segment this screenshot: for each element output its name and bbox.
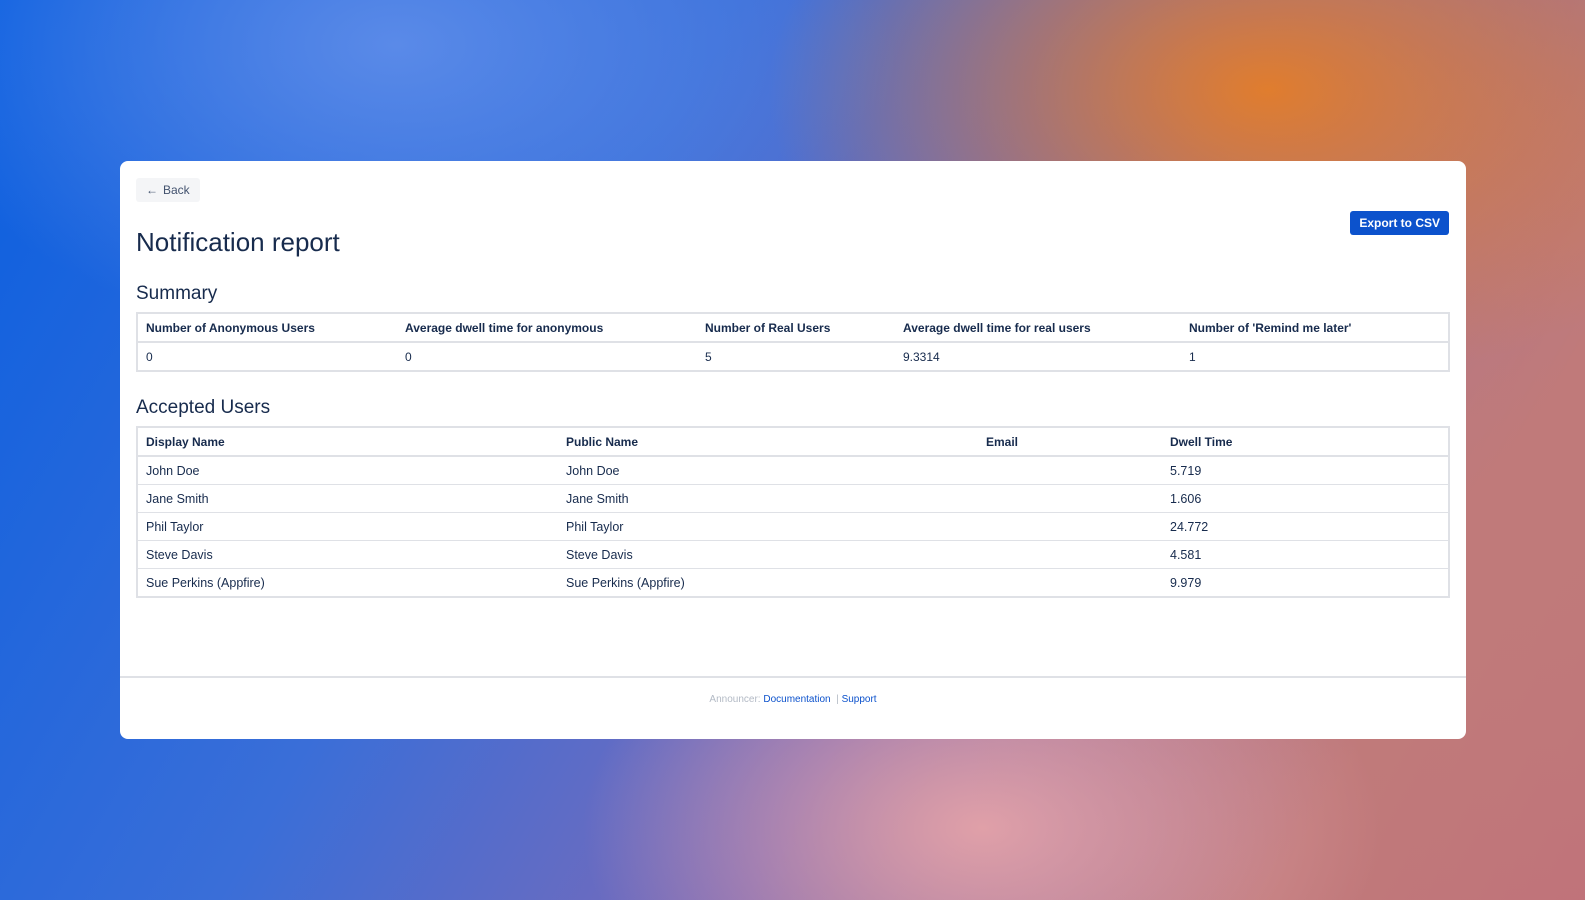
table-cell: John Doe bbox=[558, 456, 978, 485]
report-card: ← Back Export to CSV Notification report… bbox=[120, 161, 1466, 739]
footer-separator: | bbox=[836, 694, 839, 705]
documentation-link[interactable]: Documentation bbox=[763, 694, 831, 705]
table-cell: Jane Smith bbox=[558, 484, 978, 513]
table-row: Phil Taylor Phil Taylor 24.772 bbox=[137, 512, 1449, 541]
column-header: Public Name bbox=[558, 427, 978, 457]
table-cell: Jane Smith bbox=[137, 484, 558, 513]
table-row: 0 0 5 9.3314 1 bbox=[137, 342, 1449, 372]
column-header: Number of Anonymous Users bbox=[137, 313, 397, 343]
table-cell: Steve Davis bbox=[137, 540, 558, 569]
table-cell bbox=[978, 456, 1162, 485]
back-button[interactable]: ← Back bbox=[136, 178, 200, 202]
table-cell: 1.606 bbox=[1162, 484, 1449, 513]
table-cell: 1 bbox=[1181, 342, 1449, 372]
table-cell bbox=[978, 568, 1162, 598]
export-csv-button[interactable]: Export to CSV bbox=[1350, 211, 1449, 235]
column-header: Number of 'Remind me later' bbox=[1181, 313, 1449, 343]
support-link[interactable]: Support bbox=[841, 694, 877, 705]
table-cell bbox=[978, 484, 1162, 513]
footer: Announcer: Documentation | Support bbox=[120, 676, 1466, 739]
table-cell: Phil Taylor bbox=[137, 512, 558, 541]
accepted-users-heading: Accepted Users bbox=[136, 397, 271, 418]
table-row: Steve Davis Steve Davis 4.581 bbox=[137, 540, 1449, 569]
table-cell: Sue Perkins (Appfire) bbox=[137, 568, 558, 598]
back-label: Back bbox=[163, 183, 190, 197]
table-row: Sue Perkins (Appfire) Sue Perkins (Appfir… bbox=[137, 568, 1449, 598]
table-cell bbox=[978, 540, 1162, 569]
column-header: Number of Real Users bbox=[697, 313, 895, 343]
table-cell: 0 bbox=[137, 342, 397, 372]
column-header: Display Name bbox=[137, 427, 558, 457]
footer-prefix: Announcer: bbox=[709, 694, 761, 705]
table-cell: Sue Perkins (Appfire) bbox=[558, 568, 978, 598]
column-header: Average dwell time for anonymous bbox=[397, 313, 697, 343]
table-cell: 24.772 bbox=[1162, 512, 1449, 541]
table-cell: Phil Taylor bbox=[558, 512, 978, 541]
column-header: Email bbox=[978, 427, 1162, 457]
table-cell: 0 bbox=[397, 342, 697, 372]
table-cell: 4.581 bbox=[1162, 540, 1449, 569]
summary-heading: Summary bbox=[136, 283, 218, 304]
table-row: John Doe John Doe 5.719 bbox=[137, 456, 1449, 485]
arrow-left-icon: ← bbox=[146, 183, 158, 197]
table-cell bbox=[978, 512, 1162, 541]
table-cell: 5.719 bbox=[1162, 456, 1449, 485]
summary-table: Number of Anonymous Users Average dwell … bbox=[136, 312, 1450, 372]
table-row: Jane Smith Jane Smith 1.606 bbox=[137, 484, 1449, 513]
table-cell: 5 bbox=[697, 342, 895, 372]
page-title: Notification report bbox=[136, 227, 340, 257]
table-cell: John Doe bbox=[137, 456, 558, 485]
column-header: Average dwell time for real users bbox=[895, 313, 1181, 343]
table-cell: 9.3314 bbox=[895, 342, 1181, 372]
column-header: Dwell Time bbox=[1162, 427, 1449, 457]
table-cell: Steve Davis bbox=[558, 540, 978, 569]
accepted-users-table: Display Name Public Name Email Dwell Tim… bbox=[136, 426, 1450, 598]
table-cell: 9.979 bbox=[1162, 568, 1449, 598]
